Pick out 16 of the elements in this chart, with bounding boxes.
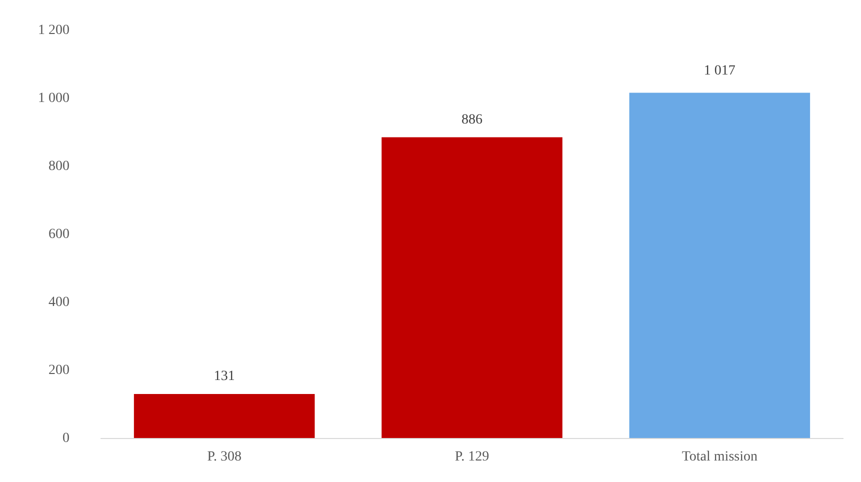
x-tick-label: P. 129 [454, 450, 490, 464]
bar [629, 92, 810, 438]
y-tick-label: 400 [48, 295, 70, 310]
y-tick-label: 600 [48, 227, 70, 242]
data-label: 886 [462, 112, 482, 128]
y-tick-label: 200 [48, 363, 70, 378]
y-tick-label: 800 [48, 159, 70, 174]
x-tick-label: Total mission [682, 450, 758, 464]
data-label: 131 [214, 368, 235, 384]
x-tick-label: P. 308 [207, 450, 242, 464]
y-tick-label: 1 000 [38, 91, 70, 106]
y-tick-label: 0 [62, 431, 70, 446]
data-label: 1 017 [704, 64, 736, 79]
bar [134, 394, 315, 438]
y-tick-label: 1 200 [38, 23, 70, 38]
bar [382, 137, 562, 438]
